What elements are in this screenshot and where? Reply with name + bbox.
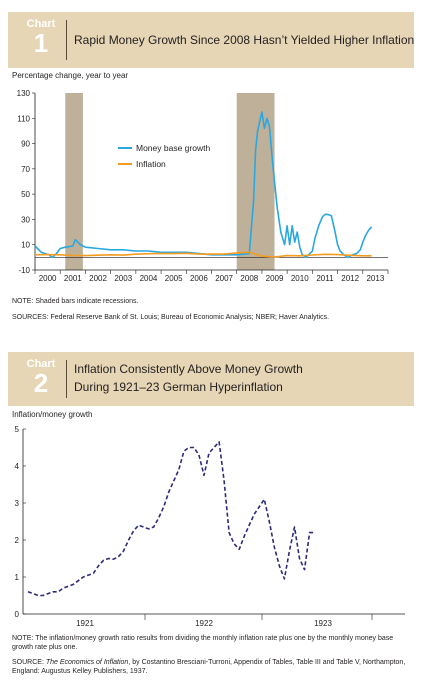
- chart1-xtick-label: 2013: [366, 274, 384, 283]
- chart1-xtick-label: 2003: [114, 274, 132, 283]
- chart2-ytick-label: 1: [15, 573, 20, 582]
- chart2-xtick-label: 1923: [314, 619, 332, 628]
- chart1-badge-number: 1: [33, 28, 49, 58]
- chart1-xtick-label: 2001: [64, 274, 82, 283]
- chart2-banner-divider: [66, 360, 67, 398]
- chart2-xtick-label: 1921: [76, 619, 94, 628]
- chart2-badge: Chart 2: [18, 352, 64, 396]
- chart2-source-rest: , by Costantino Bresciani-Turroni, Appen…: [12, 659, 406, 675]
- chart2-source: SOURCE: The Economics of Inflation, by C…: [12, 658, 412, 676]
- chart1-xtick-label: 2006: [190, 274, 208, 283]
- recession-bar-0: [65, 93, 83, 270]
- chart1-ytick-label: 70: [21, 165, 30, 174]
- chart1-xtick-label: 2012: [341, 274, 359, 283]
- chart1-title-banner: Chart 1 Rapid Money Growth Since 2008 Ha…: [8, 12, 414, 68]
- chart1-title: Rapid Money Growth Since 2008 Hasn’t Yie…: [74, 33, 415, 47]
- chart2-source-title: The Economics of Inflation: [45, 659, 129, 666]
- legend-label-1: Inflation: [136, 159, 166, 169]
- chart1-sources: SOURCES: Federal Reserve Bank of St. Lou…: [12, 314, 330, 321]
- chart1-xtick-label: 2011: [316, 274, 334, 283]
- chart2-xtick-label: 1922: [195, 619, 213, 628]
- chart1-xtick-label: 2007: [215, 274, 233, 283]
- chart2-ytick-label: 0: [15, 610, 20, 619]
- chart1-xtick-label: 2005: [165, 274, 183, 283]
- chart1-xtick-label: 2002: [89, 274, 107, 283]
- chart2-note: NOTE: The inflation/money growth ratio r…: [12, 635, 394, 651]
- chart1-note: NOTE: Shaded bars indicate recessions.: [12, 298, 139, 305]
- chart2-title-line1: Inflation Consistently Above Money Growt…: [74, 362, 303, 376]
- chart2-ytick-label: 5: [15, 425, 20, 434]
- chart1-ytick-label: 130: [17, 89, 31, 98]
- chart2-badge-word: Chart: [26, 358, 56, 370]
- chart1-ytick-label: 50: [21, 190, 30, 199]
- chart1-xtick-label: 2000: [39, 274, 57, 283]
- chart2-ytick-label: 4: [15, 462, 20, 471]
- chart1-xtick-label: 2010: [291, 274, 309, 283]
- chart2-ytick-label: 3: [15, 499, 20, 508]
- chart1-ytick-label: -10: [18, 266, 30, 275]
- chart1-ylabel: Percentage change, year to year: [12, 71, 129, 80]
- chart1-badge-word: Chart: [26, 18, 56, 30]
- chart1-ytick-label: 30: [21, 215, 30, 224]
- chart1-banner-divider: [66, 20, 67, 60]
- chart1-ytick-label: 10: [21, 241, 30, 250]
- chart1-xtick-label: 2009: [266, 274, 284, 283]
- chart2-badge-number: 2: [33, 368, 49, 398]
- series-line-ratio: [27, 441, 315, 597]
- chart1-ytick-label: 90: [21, 140, 30, 149]
- chart1-badge: Chart 1: [18, 12, 64, 56]
- chart2-ylabel: Inflation/money growth: [12, 410, 93, 419]
- legend-label-0: Money base growth: [136, 143, 210, 153]
- series-line-0: [34, 111, 373, 259]
- chart2-ytick-label: 2: [15, 536, 20, 545]
- chart2-title-banner: Chart 2 Inflation Consistently Above Mon…: [8, 352, 414, 406]
- chart1-xtick-label: 2008: [240, 274, 258, 283]
- chart1-ytick-label: 110: [17, 114, 30, 123]
- chart2-title-line2: During 1921–23 German Hyperinflation: [74, 380, 283, 394]
- series-line-1: [34, 251, 372, 258]
- chart1-xtick-label: 2004: [140, 274, 158, 283]
- chart2-source-prefix: SOURCE:: [12, 659, 46, 666]
